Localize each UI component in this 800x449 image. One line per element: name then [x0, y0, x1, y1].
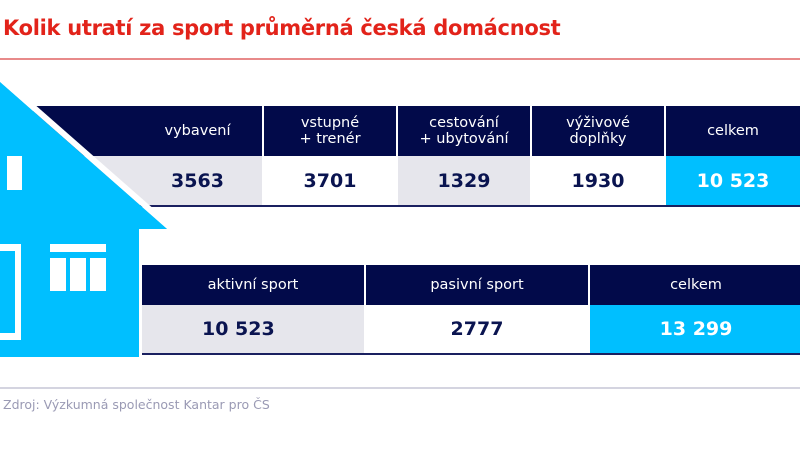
- column-vybaveni: vybavení 3563: [33, 106, 262, 205]
- table-bottom-rule: [140, 205, 800, 207]
- chart-title: Kolik utratí za sport průměrná česká dom…: [3, 16, 561, 40]
- source-note: Zdroj: Výzkumná společnost Kantar pro ČS: [3, 397, 270, 412]
- column-header: vybavení: [33, 106, 262, 156]
- header-line: + ubytování: [419, 131, 509, 147]
- column-value: 1930: [532, 156, 664, 205]
- column-total-value: 13 299: [590, 305, 800, 353]
- column-header: celkem: [590, 265, 800, 305]
- column-vyzivove-doplnky: výživové doplňky 1930: [530, 106, 664, 205]
- column-header: aktivní sport: [142, 265, 364, 305]
- column-value: 3563: [33, 156, 262, 205]
- column-value: 1329: [398, 156, 530, 205]
- header-line: cestování: [429, 115, 499, 131]
- title-divider: [0, 58, 800, 60]
- column-aktivni-sport: aktivní sport 10 523: [142, 265, 364, 353]
- column-value: 10 523: [142, 305, 364, 353]
- header-line: výživové: [566, 115, 630, 131]
- column-header: celkem: [666, 106, 800, 156]
- header-line: + trenér: [299, 131, 361, 147]
- column-pasivni-sport: pasivní sport 2777: [364, 265, 588, 353]
- column-total-value: 10 523: [666, 156, 800, 205]
- column-celkem: celkem 13 299: [588, 265, 800, 353]
- table-bottom-rule: [142, 353, 800, 355]
- column-value: 2777: [366, 305, 588, 353]
- source-divider: [0, 387, 800, 389]
- column-celkem: celkem 10 523: [664, 106, 800, 205]
- column-header: vstupné + trenér: [264, 106, 396, 156]
- column-header: cestování + ubytování: [398, 106, 530, 156]
- spending-breakdown-table: vybavení 3563 vstupné + trenér 3701 cesto…: [33, 106, 800, 205]
- column-cestovani-ubytovani: cestování + ubytování 1329: [396, 106, 530, 205]
- column-vstupne-trener: vstupné + trenér 3701: [262, 106, 396, 205]
- header-line: vstupné: [300, 115, 360, 131]
- header-line: doplňky: [569, 131, 627, 147]
- spending-summary-table: aktivní sport 10 523 pasivní sport 2777 …: [142, 265, 800, 353]
- column-value: 3701: [264, 156, 396, 205]
- column-header: výživové doplňky: [532, 106, 664, 156]
- column-header: pasivní sport: [366, 265, 588, 305]
